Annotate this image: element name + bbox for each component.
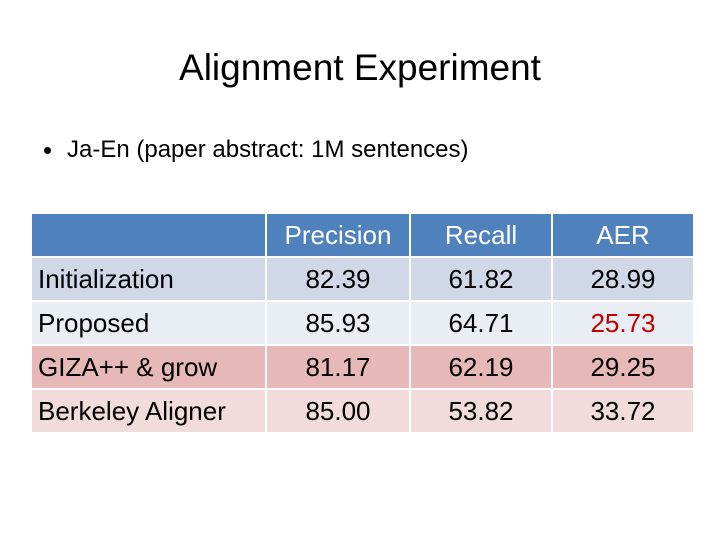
recall-cell: 64.71 (411, 302, 551, 344)
row-label: Proposed (32, 302, 265, 344)
bullet-text: Ja-En (paper abstract: 1M sentences) (67, 136, 469, 163)
precision-cell: 85.00 (267, 390, 409, 432)
header-recall: Recall (411, 214, 551, 256)
table-header-row: Precision Recall AER (32, 214, 693, 256)
table-row: Proposed 85.93 64.71 25.73 (32, 302, 693, 344)
row-label: Berkeley Aligner (32, 390, 265, 432)
aer-cell-highlight: 25.73 (553, 302, 693, 344)
results-table: Precision Recall AER Initialization 82.3… (30, 212, 695, 434)
row-label: Initialization (32, 258, 265, 300)
row-label: GIZA++ & grow (32, 346, 265, 388)
slide-title: Alignment Experiment (179, 47, 541, 88)
bullet-item: Ja-En (paper abstract: 1M sentences) (44, 132, 469, 168)
recall-cell: 53.82 (411, 390, 551, 432)
bullet-dot-icon (44, 146, 51, 154)
table-row: Berkeley Aligner 85.00 53.82 33.72 (32, 390, 693, 432)
recall-cell: 62.19 (411, 346, 551, 388)
aer-cell: 28.99 (553, 258, 693, 300)
header-aer: AER (553, 214, 693, 256)
aer-cell: 33.72 (553, 390, 693, 432)
table-row: GIZA++ & grow 81.17 62.19 29.25 (32, 346, 693, 388)
precision-cell: 85.93 (267, 302, 409, 344)
aer-cell: 29.25 (553, 346, 693, 388)
recall-cell: 61.82 (411, 258, 551, 300)
precision-cell: 82.39 (267, 258, 409, 300)
precision-cell: 81.17 (267, 346, 409, 388)
table-row: Initialization 82.39 61.82 28.99 (32, 258, 693, 300)
header-empty (32, 214, 265, 256)
header-precision: Precision (267, 214, 409, 256)
